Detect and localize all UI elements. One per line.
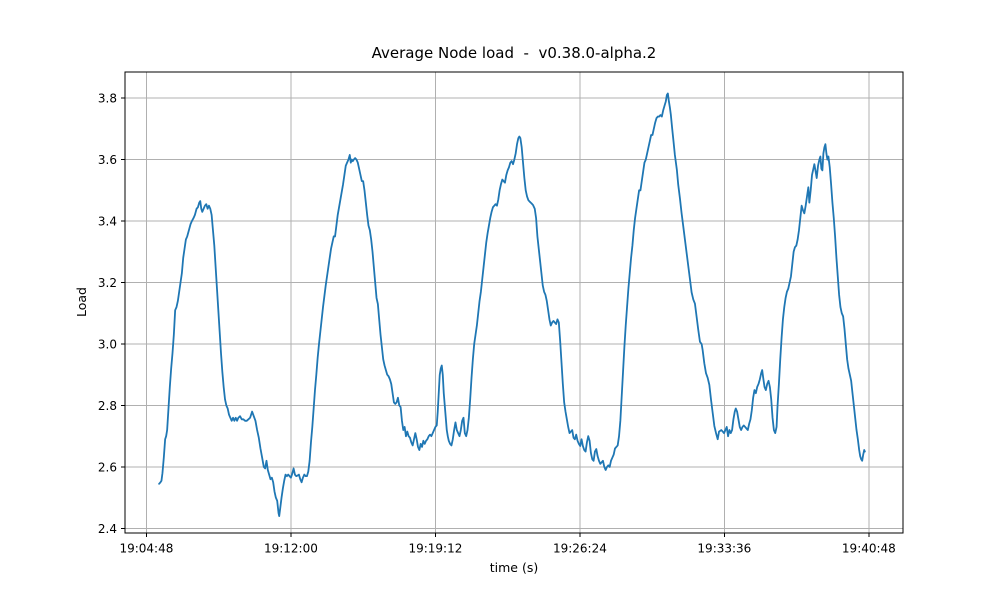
y-tick-label: 2.4: [98, 522, 117, 536]
series-layer: [158, 92, 866, 517]
y-tick-label: 2.8: [98, 399, 117, 413]
y-tick-label: 3.0: [98, 337, 117, 351]
y-tick-label: 3.2: [98, 276, 117, 290]
y-tick-label: 3.6: [98, 153, 117, 167]
y-axis-label: Load: [74, 287, 89, 317]
plot-frame: [124, 71, 904, 534]
y-tick-label: 3.8: [98, 92, 117, 106]
load-series-line: [158, 92, 866, 517]
x-axis-label: time (s): [490, 560, 538, 575]
chart-title: Average Node load - v0.38.0-alpha.2: [371, 44, 657, 62]
x-tick-label: 19:12:00: [264, 542, 318, 556]
x-tick-label: 19:19:12: [408, 542, 462, 556]
y-tick-label: 2.6: [98, 460, 117, 474]
x-tick-label: 19:26:24: [553, 542, 607, 556]
x-tick-label: 19:40:48: [842, 542, 896, 556]
y-tick-label: 3.4: [98, 215, 117, 229]
axes-layer: 19:04:48 19:12:00 19:19:12 19:26:24 19:33:36…: [98, 71, 904, 556]
x-tick-label: 19:04:48: [119, 542, 173, 556]
x-tick-label: 19:33:36: [697, 542, 751, 556]
grid-layer: [125, 72, 903, 533]
